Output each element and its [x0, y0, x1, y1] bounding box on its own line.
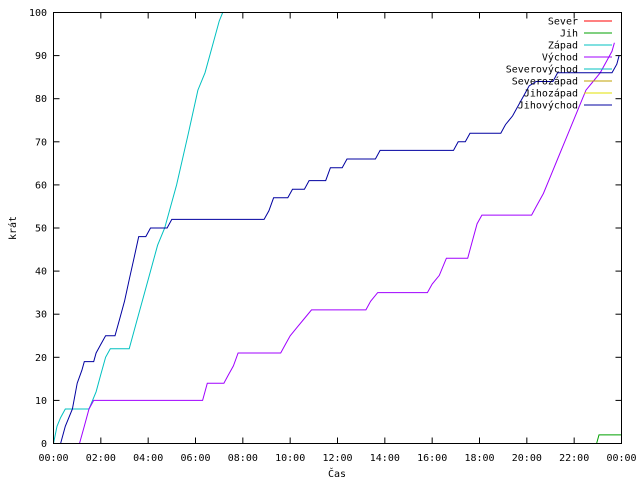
y-tick-label: 10: [35, 396, 47, 407]
x-tick-label: 20:00: [512, 453, 542, 464]
legend-label: Východ: [542, 52, 578, 64]
x-tick-label: 10:00: [275, 453, 305, 464]
x-tick-label: 02:00: [86, 453, 116, 464]
x-tick-label: 12:00: [322, 453, 352, 464]
series-line-západ: [53, 12, 224, 444]
legend-label: Jih: [560, 29, 578, 40]
x-tick-label: 00:00: [606, 453, 636, 464]
y-axis-label: krát: [7, 216, 19, 240]
y-tick-label: 50: [35, 224, 47, 235]
y-tick-label: 60: [35, 180, 47, 191]
x-tick-label: 16:00: [417, 453, 447, 464]
y-tick-label: 0: [41, 439, 47, 450]
plot-lines: [53, 12, 622, 444]
axis-ticks: 00:00 02:00 04:00 06:00 08:00 10:00 12:00 14:00…: [29, 8, 637, 464]
y-tick-label: 100: [29, 8, 47, 19]
legend-label: Severozápad: [512, 76, 578, 88]
x-tick-label: 04:00: [133, 453, 163, 464]
x-axis-label: Čas: [328, 467, 346, 480]
y-tick-label: 80: [35, 94, 47, 105]
x-tick-label: 18:00: [464, 453, 494, 464]
legend-label: Sever: [548, 17, 578, 28]
y-tick-label: 70: [35, 137, 47, 148]
series-line-východ: [79, 42, 615, 444]
x-tick-label: 22:00: [559, 453, 589, 464]
legend-label: Severovýchod: [506, 64, 578, 76]
x-tick-label: 06:00: [180, 453, 210, 464]
y-tick-label: 30: [35, 310, 47, 321]
x-tick-label: 14:00: [370, 453, 400, 464]
legend-label: Jihovýchod: [518, 100, 578, 112]
y-tick-label: 20: [35, 353, 47, 364]
legend-label: Jihozápad: [524, 88, 578, 100]
x-tick-label: 08:00: [228, 453, 258, 464]
y-tick-label: 90: [35, 51, 47, 62]
legend-label: Západ: [548, 40, 578, 52]
series-line-jihovýchod: [60, 55, 620, 444]
x-tick-label: 00:00: [38, 453, 68, 464]
series-line-jih: [596, 434, 622, 444]
legend: SeverJihZápadVýchodSeverovýchodSeverozáp…: [506, 17, 612, 112]
y-tick-label: 40: [35, 267, 47, 278]
